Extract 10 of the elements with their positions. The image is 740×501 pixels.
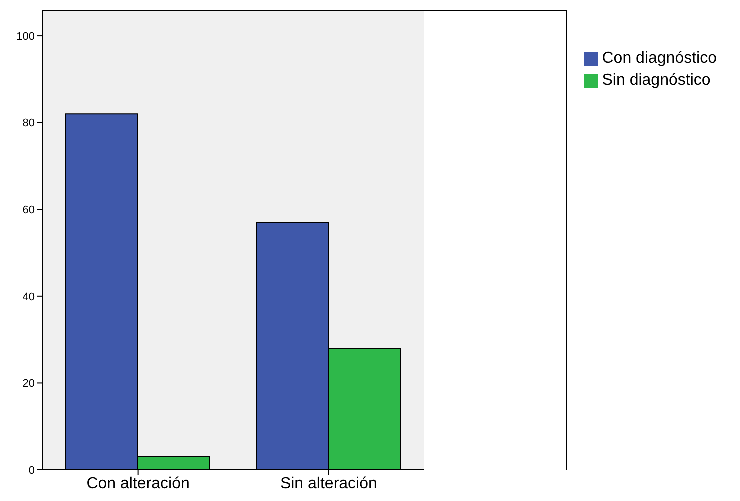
y-tick-label: 40 <box>22 291 35 304</box>
x-tick-label: Sin alteración <box>280 475 378 492</box>
y-tick-label: 100 <box>16 30 35 43</box>
y-tick-label: 60 <box>22 204 35 217</box>
legend-label: Sin diagnóstico <box>602 72 711 89</box>
x-tick-label: Con alteración <box>86 475 190 492</box>
legend-label: Con diagnóstico <box>602 50 717 67</box>
y-tick-label: 20 <box>22 378 35 390</box>
y-tick-label: 0 <box>28 464 35 477</box>
y-tick-label: 80 <box>22 118 35 130</box>
